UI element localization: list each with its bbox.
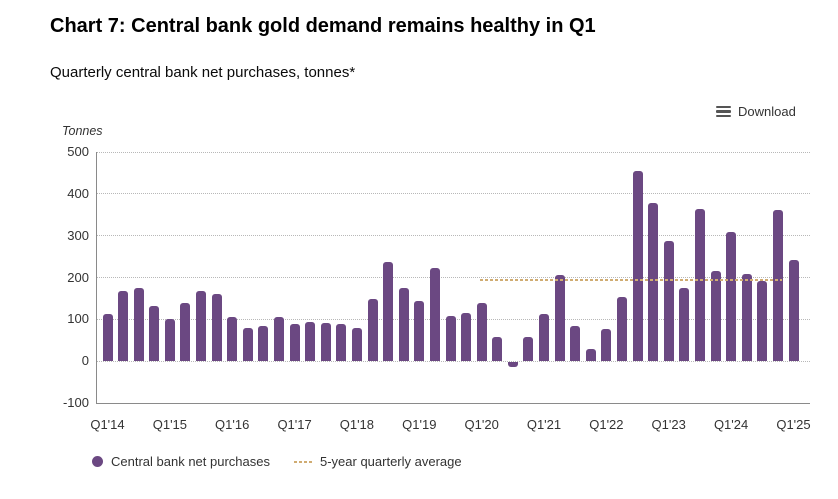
bar[interactable]	[757, 280, 768, 362]
bar[interactable]	[710, 271, 721, 362]
x-axis-tick-label: Q1'22	[589, 417, 624, 432]
y-axis-label: -100	[62, 395, 89, 410]
bar[interactable]	[336, 324, 347, 362]
y-axis-line	[96, 152, 97, 403]
bar[interactable]	[258, 325, 269, 362]
bar[interactable]	[632, 170, 643, 362]
x-axis-tick-label: Q1'25	[776, 417, 811, 432]
chart-subtitle: Quarterly central bank net purchases, to…	[50, 64, 356, 81]
bar[interactable]	[445, 315, 456, 362]
bar[interactable]	[102, 313, 113, 362]
gridline-400	[96, 193, 810, 195]
legend-circle-marker-icon	[92, 456, 103, 467]
bar[interactable]	[788, 260, 799, 362]
download-label: Download	[738, 104, 796, 119]
gridline-200	[96, 277, 810, 278]
bar[interactable]	[180, 303, 191, 362]
bar[interactable]	[118, 291, 129, 362]
bar[interactable]	[289, 324, 300, 362]
bar[interactable]	[227, 316, 238, 362]
download-menu-icon	[716, 105, 731, 118]
x-axis-tick-label: Q1'24	[713, 417, 749, 432]
bar[interactable]	[523, 337, 534, 362]
bar[interactable]	[196, 290, 206, 362]
bar[interactable]	[601, 329, 612, 362]
y-axis-label: 100	[67, 311, 89, 327]
x-axis-tick-label: Q1'19	[402, 417, 437, 432]
legend-label-net-purchases: Central bank net purchases	[111, 454, 270, 469]
bar[interactable]	[367, 298, 378, 362]
bar[interactable]	[320, 322, 331, 362]
bar[interactable]	[133, 288, 144, 362]
gridline-300	[96, 235, 810, 237]
bar[interactable]	[492, 336, 503, 362]
legend: Central bank net purchases 5-year quarte…	[92, 454, 462, 469]
legend-item-net-purchases[interactable]: Central bank net purchases	[92, 454, 270, 469]
legend-dash-marker-icon	[293, 460, 312, 463]
bar[interactable]	[570, 325, 581, 362]
bar[interactable]	[351, 327, 362, 362]
x-axis-tick-label: Q1'15	[152, 417, 188, 432]
bar[interactable]	[539, 314, 549, 362]
x-axis-tick-label: Q1'21	[526, 417, 562, 432]
bar[interactable]	[476, 303, 487, 362]
x-axis-tick-label: Q1'20	[464, 417, 499, 432]
y-axis-title: Tonnes	[62, 124, 103, 138]
bar[interactable]	[772, 209, 783, 362]
legend-label-average: 5-year quarterly average	[319, 454, 462, 469]
x-axis-line	[96, 402, 810, 404]
bar[interactable]	[694, 209, 705, 362]
y-axis-label: 0	[81, 353, 89, 369]
bar[interactable]	[383, 261, 394, 362]
bar[interactable]	[149, 306, 160, 362]
bar[interactable]	[211, 294, 222, 362]
bar[interactable]	[164, 319, 175, 362]
bar[interactable]	[414, 301, 425, 362]
x-axis-tick-label: Q1'18	[339, 417, 375, 432]
bar[interactable]	[461, 313, 472, 362]
y-axis-label: 400	[67, 185, 89, 201]
x-axis-tick-label: Q1'23	[651, 417, 686, 432]
bar[interactable]	[274, 316, 284, 362]
bar[interactable]	[585, 349, 596, 362]
bar[interactable]	[663, 240, 674, 362]
chart-title: Chart 7: Central bank gold demand remain…	[50, 15, 596, 37]
download-button[interactable]: Download	[716, 104, 796, 119]
bar[interactable]	[429, 267, 440, 362]
bar[interactable]	[554, 275, 565, 362]
x-axis-tick-label: Q1'14	[90, 417, 125, 432]
bar[interactable]	[741, 273, 752, 362]
bar[interactable]	[398, 288, 409, 362]
gridline-0	[96, 360, 810, 362]
bar[interactable]	[507, 361, 518, 367]
y-axis-label: 500	[67, 144, 89, 159]
bar[interactable]	[305, 321, 316, 362]
y-axis-label: 200	[67, 269, 89, 285]
bar[interactable]	[726, 232, 737, 362]
gridline-500	[96, 151, 810, 153]
bar[interactable]	[617, 296, 627, 362]
x-axis-tick-label: Q1'17	[277, 417, 312, 432]
y-axis-label: 300	[67, 227, 89, 243]
bar[interactable]	[648, 202, 659, 362]
bar[interactable]	[242, 327, 253, 362]
legend-item-average[interactable]: 5-year quarterly average	[293, 454, 462, 469]
average-line[interactable]	[479, 278, 782, 281]
x-axis-tick-label: Q1'16	[215, 417, 250, 432]
bar[interactable]	[679, 288, 690, 362]
